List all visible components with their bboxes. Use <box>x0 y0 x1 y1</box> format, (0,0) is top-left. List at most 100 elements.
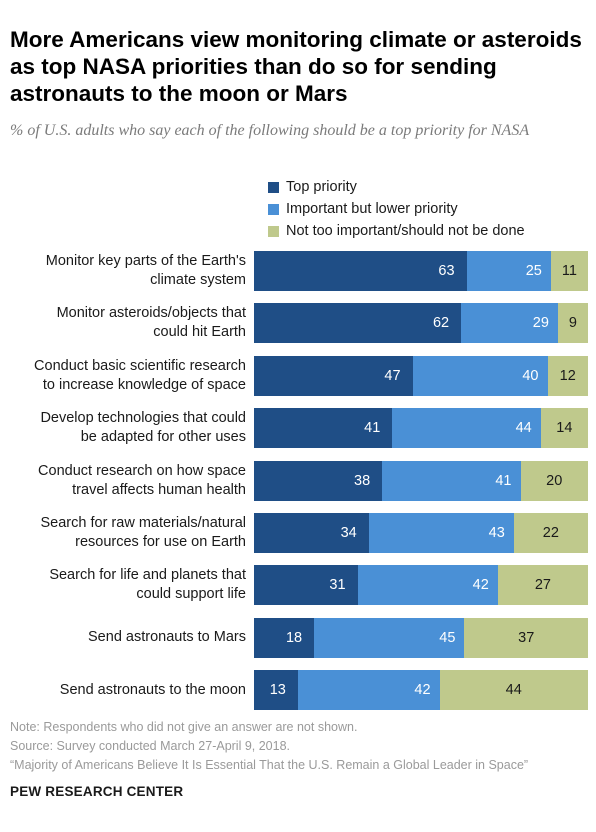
chart-title: More Americans view monitoring climate o… <box>10 27 582 106</box>
stacked-bar: 63 25 11 <box>254 251 588 291</box>
data-label: 40 <box>522 367 539 384</box>
bar-row: Search for life and planets that could su… <box>0 559 596 611</box>
data-label: 34 <box>340 525 357 541</box>
legend-item: Top priority <box>268 176 525 198</box>
category-label: Monitor key parts of the Earth's climate … <box>0 245 246 297</box>
category-label: Send astronauts to the moon <box>0 664 246 716</box>
legend-label: Top priority <box>286 179 357 195</box>
bar-row: Send astronauts to Mars 18 45 37 <box>0 612 596 664</box>
category-label: Develop technologies that could be adapte… <box>0 402 246 454</box>
legend-item: Important but lower priority <box>268 198 525 220</box>
source-text: Source: Survey conducted March 27-April … <box>10 739 291 753</box>
legend-swatch <box>268 203 279 215</box>
bar-row: Search for raw materials/natural resource… <box>0 507 596 559</box>
category-label: Conduct basic scientific research to incr… <box>0 350 246 402</box>
bar-segment: 45 <box>314 617 465 658</box>
data-label: 42 <box>472 577 489 594</box>
data-label: 9 <box>568 315 577 332</box>
bar-segment: 44 <box>392 408 541 449</box>
stacked-bar: 34 43 22 <box>254 513 588 553</box>
data-label: 43 <box>488 525 505 541</box>
legend-label: Important but lower priority <box>286 201 458 217</box>
bar-row: Monitor key parts of the Earth's climate … <box>0 245 596 297</box>
bar-segment: 47 <box>254 355 413 396</box>
data-label: 13 <box>269 682 286 699</box>
data-label: 27 <box>534 577 551 594</box>
data-label: 63 <box>438 263 455 279</box>
bar-segment: 9 <box>557 303 588 344</box>
category-label-text: Monitor asteroids/objects that could hit … <box>56 305 246 341</box>
data-label: 29 <box>532 315 549 332</box>
bar-row: Develop technologies that could be adapte… <box>0 402 596 454</box>
bar-segment: 42 <box>297 670 440 711</box>
category-label-text: Search for life and planets that could su… <box>49 567 246 603</box>
stacked-bar: 47 40 12 <box>254 355 588 396</box>
note-text: Note: Respondents who did not give an an… <box>10 720 358 734</box>
bar-segment: 22 <box>513 513 588 553</box>
bar-segment: 13 <box>254 670 298 711</box>
legend-swatch <box>268 181 279 193</box>
data-label: 45 <box>439 629 456 646</box>
data-label: 25 <box>525 263 542 279</box>
stacked-bar: 41 44 14 <box>254 408 588 449</box>
chart-legend: Top priority Important but lower priority… <box>268 176 525 242</box>
data-label: 41 <box>364 420 381 437</box>
bar-row: Monitor asteroids/objects that could hit … <box>0 297 596 349</box>
bar-segment: 63 <box>254 251 467 291</box>
category-label: Monitor asteroids/objects that could hit … <box>0 297 246 349</box>
bar-segment: 14 <box>540 408 588 449</box>
category-label: Search for raw materials/natural resource… <box>0 507 247 559</box>
category-label-text: Conduct research on how space travel affe… <box>38 462 246 498</box>
data-label: 14 <box>556 420 573 437</box>
bar-segment: 31 <box>254 565 358 606</box>
bar-segment: 62 <box>254 303 462 344</box>
bar-segment: 40 <box>412 355 548 396</box>
legend-item: Not too important/should not be done <box>268 220 525 242</box>
bar-segment: 37 <box>464 617 588 658</box>
bar-segment: 18 <box>254 617 315 658</box>
data-label: 22 <box>542 525 559 541</box>
bar-segment: 11 <box>550 251 588 291</box>
data-label: 42 <box>414 682 431 699</box>
bar-segment: 38 <box>254 460 383 501</box>
category-label-text: Monitor key parts of the Earth's climate … <box>45 253 246 288</box>
data-label: 41 <box>495 472 512 489</box>
category-label-text: Search for raw materials/natural resource… <box>40 515 247 550</box>
pew-research-center-logo: PEW RESEARCH CENTER <box>10 784 184 799</box>
stacked-bar: 13 42 44 <box>254 670 588 711</box>
bar-segment: 34 <box>254 513 369 553</box>
bar-segment: 27 <box>497 565 588 606</box>
data-label: 12 <box>559 367 576 384</box>
data-label: 38 <box>354 472 371 489</box>
legend-label: Not too important/should not be done <box>286 223 525 239</box>
category-label-text: Conduct basic scientific research to incr… <box>34 357 246 393</box>
bar-row: Conduct basic scientific research to incr… <box>0 350 596 402</box>
category-label: Conduct research on how space travel affe… <box>0 455 246 507</box>
data-label: 44 <box>515 420 532 437</box>
bar-segment: 41 <box>254 408 393 449</box>
report-title-text: “Majority of Americans Believe It Is Ess… <box>10 758 529 772</box>
data-label: 31 <box>329 577 346 594</box>
category-label-text: Send astronauts to the moon <box>59 681 246 698</box>
chart-notes: Note: Respondents who did not give an an… <box>10 718 528 775</box>
bar-segment: 42 <box>357 565 498 606</box>
data-label: 11 <box>561 263 577 279</box>
data-label: 37 <box>518 629 535 646</box>
bar-segment: 41 <box>382 460 521 501</box>
bar-segment: 20 <box>520 460 588 501</box>
chart-subtitle: % of U.S. adults who say each of the fol… <box>10 122 530 139</box>
stacked-bar: 62 29 9 <box>254 303 588 344</box>
data-label: 18 <box>285 629 303 646</box>
bar-segment: 29 <box>461 303 558 344</box>
data-label: 44 <box>505 682 522 699</box>
bar-segment: 25 <box>466 251 551 291</box>
legend-swatch <box>268 225 279 237</box>
category-label-text: Send astronauts to Mars <box>88 629 246 646</box>
data-label: 20 <box>546 472 563 489</box>
bar-segment: 12 <box>547 355 588 396</box>
category-label: Send astronauts to Mars <box>0 612 246 664</box>
stacked-bar: 18 45 37 <box>254 617 588 658</box>
stacked-bar: 31 42 27 <box>254 565 588 606</box>
category-label-text: Develop technologies that could be adapte… <box>40 410 246 446</box>
bar-segment: 44 <box>439 670 588 711</box>
